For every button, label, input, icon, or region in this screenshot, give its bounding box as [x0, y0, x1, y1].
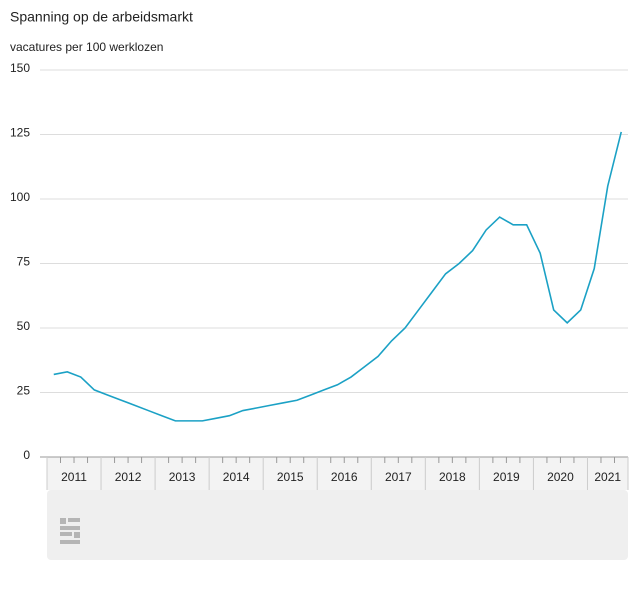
y-tick-label: 50	[17, 319, 31, 333]
y-tick-label: 125	[10, 126, 30, 140]
y-tick-label: 0	[23, 448, 30, 462]
x-tick-label: 2016	[331, 470, 358, 484]
line	[53, 131, 623, 422]
x-tick-label: 2011	[61, 470, 87, 484]
y-tick-label: 100	[10, 190, 30, 204]
x-tick-label: 2019	[493, 470, 520, 484]
axis-title: vacatures per 100 werklozen	[10, 40, 163, 54]
x-tick-label: 2012	[115, 470, 142, 484]
x-tick-label: 2020	[547, 470, 574, 484]
x-tick-label: 2017	[385, 470, 412, 484]
y-tick-label: 25	[17, 384, 31, 398]
x-tick-label: 2013	[169, 470, 196, 484]
y-tick-label: 75	[17, 255, 31, 269]
y-tick-label: 150	[10, 61, 30, 75]
footer	[47, 490, 628, 560]
x-tick-label: 2015	[277, 470, 304, 484]
x-tick-label: 2014	[223, 470, 250, 484]
x-tick-label: 2018	[439, 470, 466, 484]
x-axis-band	[47, 457, 628, 490]
chart-title: Spanning op de arbeidsmarkt	[10, 9, 193, 25]
logo	[60, 518, 80, 544]
x-tick-label: 2021	[594, 470, 621, 484]
